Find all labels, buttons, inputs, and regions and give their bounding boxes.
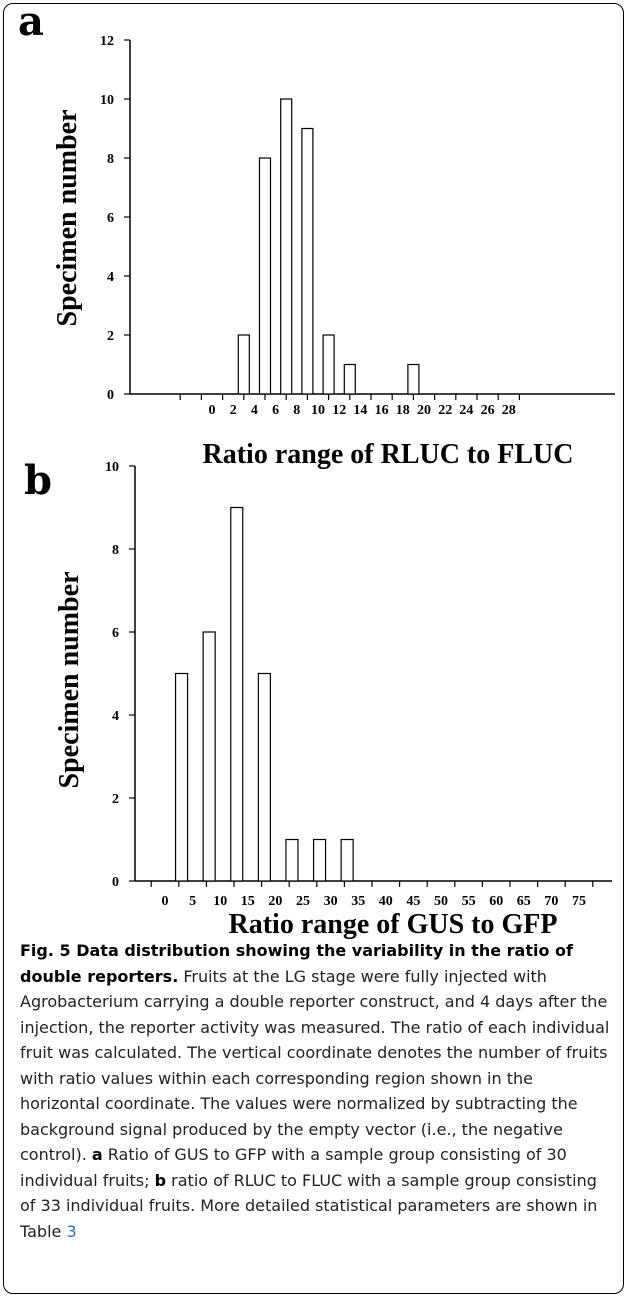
bar bbox=[237, 334, 250, 395]
y-tick-label: 8 bbox=[107, 152, 114, 167]
bar bbox=[257, 672, 271, 882]
x-tick-label: 10 bbox=[213, 894, 227, 909]
y-tick-label: 0 bbox=[107, 388, 114, 403]
x-tick-label: 18 bbox=[396, 403, 410, 418]
x-tick-label: 15 bbox=[241, 894, 255, 909]
figure-caption: Fig. 5 Data distribution showing the var… bbox=[20, 938, 610, 1244]
x-tick-label: 20 bbox=[268, 894, 282, 909]
y-tick-label: 10 bbox=[100, 93, 114, 108]
caption-label-b: b bbox=[154, 1170, 167, 1190]
x-tick-label: 4 bbox=[251, 403, 258, 418]
x-tick-label: 45 bbox=[406, 894, 420, 909]
x-axis-label: Ratio range of RLUC to FLUC bbox=[203, 439, 574, 470]
bar bbox=[202, 631, 216, 882]
bar bbox=[312, 838, 327, 882]
bar bbox=[230, 506, 244, 882]
x-axis-label: Ratio range of GUS to GFP bbox=[229, 909, 558, 940]
bar bbox=[174, 672, 189, 882]
caption-label-a: a bbox=[91, 1145, 103, 1164]
table-link[interactable]: 3 bbox=[66, 1221, 77, 1241]
figure-frame bbox=[3, 3, 624, 1294]
x-tick-label: 12 bbox=[332, 403, 346, 418]
chart-b: 0 2 4 6 8 10 0 5 10 15 20 25 30 35 40 45 50 55 60 65 70 75 Spe… bbox=[54, 460, 612, 940]
x-tick-label: 65 bbox=[517, 894, 531, 909]
bar bbox=[343, 363, 356, 395]
x-tick-label: 24 bbox=[459, 403, 473, 418]
panel-label-b: b bbox=[24, 457, 52, 504]
bar bbox=[322, 334, 335, 395]
y-tick-label: 10 bbox=[105, 460, 119, 475]
x-tick-label: 6 bbox=[272, 403, 279, 418]
x-tick-label: 2 bbox=[230, 403, 237, 418]
bar bbox=[340, 838, 354, 882]
y-tick-label: 12 bbox=[100, 34, 114, 49]
y-axis-label: Specimen number bbox=[54, 572, 85, 789]
y-tick-label: 2 bbox=[112, 792, 119, 807]
x-tick-label: 40 bbox=[379, 894, 393, 909]
x-tick-label: 30 bbox=[324, 894, 338, 909]
y-tick-label: 4 bbox=[107, 270, 114, 285]
caption-title: Fig. 5 Data distribution showing the var… bbox=[20, 941, 573, 986]
y-tick-label: 6 bbox=[107, 211, 114, 226]
bar bbox=[301, 127, 314, 395]
x-tick-label: 70 bbox=[544, 894, 558, 909]
y-axis-label: Specimen number bbox=[52, 110, 83, 327]
x-tick-label: 0 bbox=[209, 403, 216, 418]
bar bbox=[280, 98, 293, 395]
y-tick-label: 8 bbox=[112, 543, 119, 558]
y-tick-label: 4 bbox=[112, 709, 119, 724]
x-tick-label: 26 bbox=[481, 403, 495, 418]
x-tick-label: 20 bbox=[417, 403, 431, 418]
x-tick-label: 8 bbox=[293, 403, 300, 418]
y-tick-label: 6 bbox=[112, 626, 119, 641]
y-tick-label: 0 bbox=[112, 875, 119, 890]
bar bbox=[285, 838, 299, 882]
x-tick-label: 14 bbox=[353, 403, 367, 418]
x-tick-label: 60 bbox=[489, 894, 503, 909]
x-tick-label: 5 bbox=[189, 894, 196, 909]
y-tick-label: 2 bbox=[107, 329, 114, 344]
x-tick-label: 10 bbox=[311, 403, 325, 418]
x-tick-label: 35 bbox=[351, 894, 365, 909]
bar bbox=[258, 157, 272, 395]
x-tick-label: 0 bbox=[162, 894, 169, 909]
x-tick-label: 75 bbox=[572, 894, 586, 909]
caption-text-a: Ratio of GUS to GFP with a sample group … bbox=[20, 1145, 567, 1190]
bar bbox=[407, 363, 420, 395]
x-tick-label: 55 bbox=[462, 894, 476, 909]
x-tick-label: 50 bbox=[434, 894, 448, 909]
caption-text: Fruits at the LG stage were fully inject… bbox=[20, 966, 610, 1165]
x-tick-label: 16 bbox=[375, 403, 389, 418]
panel-label-a: a bbox=[18, 0, 44, 45]
caption-text-b: ratio of RLUC to FLUC with a sample grou… bbox=[20, 1170, 598, 1241]
x-tick-label: 25 bbox=[296, 894, 310, 909]
x-tick-label: 22 bbox=[438, 403, 452, 418]
x-tick-label: 28 bbox=[502, 403, 516, 418]
